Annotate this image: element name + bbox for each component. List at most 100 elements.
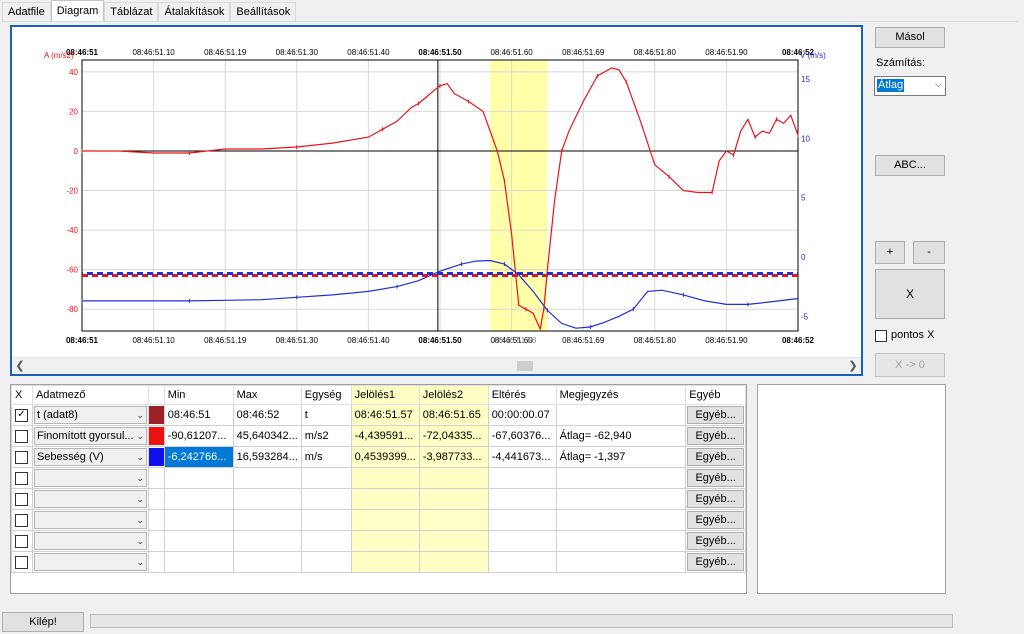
x-button[interactable]: X <box>875 269 945 319</box>
color-swatch[interactable] <box>149 469 163 487</box>
cell-mark1[interactable] <box>350 509 420 531</box>
row-checkbox[interactable] <box>15 429 28 443</box>
col-header-egyseg[interactable]: Egység <box>300 385 352 405</box>
cell-mark1[interactable] <box>350 488 420 510</box>
cell-other[interactable]: Egyéb... <box>685 530 746 552</box>
table-row[interactable]: ⌄ Egyéb... <box>11 530 746 552</box>
cell-min[interactable] <box>163 530 234 552</box>
row-checkbox[interactable] <box>15 492 28 506</box>
row-checkbox[interactable] <box>15 450 28 464</box>
col-header-elteres[interactable]: Eltérés <box>487 385 557 405</box>
tab-atalakitasok[interactable]: Átalakítások <box>158 2 231 22</box>
row-checkbox-cell[interactable] <box>11 446 33 468</box>
pontos-x-checkbox[interactable] <box>875 330 887 342</box>
cell-min[interactable]: -90,61207... <box>163 425 234 447</box>
data-grid[interactable]: X Adatmező Min Max Egység Jelölés1 Jelöl… <box>10 384 747 594</box>
field-select[interactable]: t (adat8) ⌄ <box>33 406 147 424</box>
cell-mark2[interactable] <box>418 509 489 531</box>
field-select[interactable]: Finomított gyorsul... ⌄ <box>33 427 147 445</box>
cell-diff[interactable] <box>487 467 557 489</box>
cell-max[interactable]: 45,640342... <box>232 425 302 447</box>
cell-mark2[interactable]: 08:46:51.65 <box>418 404 489 426</box>
tab-tablazat[interactable]: Táblázat <box>104 2 159 22</box>
cell-mark1[interactable] <box>350 530 420 552</box>
field-select-cell[interactable]: ⌄ <box>31 509 149 531</box>
row-checkbox-cell[interactable] <box>11 509 33 531</box>
table-row[interactable]: ⌄ Egyéb... <box>11 509 746 531</box>
cell-unit[interactable] <box>300 551 352 573</box>
row-checkbox[interactable]: ✓ <box>15 408 28 422</box>
color-swatch-cell[interactable] <box>147 404 165 426</box>
cell-min[interactable] <box>163 551 234 573</box>
field-select-cell[interactable]: ⌄ <box>31 467 149 489</box>
cell-other[interactable]: Egyéb... <box>685 509 746 531</box>
field-select[interactable]: ⌄ <box>33 469 147 487</box>
other-button[interactable]: Egyéb... <box>687 511 744 529</box>
row-checkbox-cell[interactable] <box>11 467 33 489</box>
color-swatch[interactable] <box>149 490 163 508</box>
cell-diff[interactable] <box>487 551 557 573</box>
table-row[interactable]: ⌄ Egyéb... <box>11 467 746 489</box>
cell-note[interactable]: Átlag= -62,940 <box>555 425 687 447</box>
color-swatch-cell[interactable] <box>147 446 165 468</box>
cell-mark2[interactable]: -3,987733... <box>418 446 489 468</box>
col-header-x[interactable]: X <box>11 385 33 405</box>
cell-mark1[interactable] <box>350 467 420 489</box>
cell-unit[interactable]: t <box>300 404 352 426</box>
cell-diff[interactable]: -67,60376... <box>487 425 557 447</box>
other-button[interactable]: Egyéb... <box>687 553 744 571</box>
cell-note[interactable] <box>555 404 687 426</box>
cell-max[interactable]: 08:46:52 <box>232 404 302 426</box>
cell-other[interactable]: Egyéb... <box>685 551 746 573</box>
col-header-color[interactable] <box>147 385 165 405</box>
cell-mark2[interactable]: -72,04335... <box>418 425 489 447</box>
col-header-jeloles2[interactable]: Jelölés2 <box>418 385 489 405</box>
cell-mark1[interactable]: -4,439591... <box>350 425 420 447</box>
tab-diagram[interactable]: Diagram <box>50 0 105 22</box>
cell-note[interactable] <box>555 509 687 531</box>
col-header-min[interactable]: Min <box>163 385 234 405</box>
cell-diff[interactable]: 00:00:00.07 <box>487 404 557 426</box>
color-swatch[interactable] <box>149 532 163 550</box>
chart-horizontal-scrollbar[interactable]: ❮ ❯ <box>12 357 861 374</box>
field-select-cell[interactable]: Finomított gyorsul... ⌄ <box>31 425 149 447</box>
field-select[interactable]: ⌄ <box>33 532 147 550</box>
cell-diff[interactable] <box>487 488 557 510</box>
cell-other[interactable]: Egyéb... <box>685 488 746 510</box>
col-header-egyeb[interactable]: Egyéb <box>685 385 746 405</box>
cell-mark2[interactable] <box>418 551 489 573</box>
cell-other[interactable]: Egyéb... <box>685 425 746 447</box>
field-select[interactable]: ⌄ <box>33 553 147 571</box>
cell-other[interactable]: Egyéb... <box>685 404 746 426</box>
field-select-cell[interactable]: t (adat8) ⌄ <box>31 404 149 426</box>
cell-mark1[interactable]: 0,4539399... <box>350 446 420 468</box>
cell-max[interactable] <box>232 551 302 573</box>
tab-adatfile[interactable]: Adatfile <box>2 2 51 22</box>
cell-diff[interactable] <box>487 530 557 552</box>
other-button[interactable]: Egyéb... <box>687 448 744 466</box>
row-checkbox-cell[interactable] <box>11 551 33 573</box>
exit-button[interactable]: Kilép! <box>2 612 84 632</box>
cell-unit[interactable] <box>300 488 352 510</box>
cell-max[interactable] <box>232 467 302 489</box>
cell-other[interactable]: Egyéb... <box>685 467 746 489</box>
cell-min[interactable]: -6,242766... <box>163 446 234 468</box>
other-button[interactable]: Egyéb... <box>687 469 744 487</box>
cell-unit[interactable]: m/s2 <box>300 425 352 447</box>
cell-note[interactable] <box>555 530 687 552</box>
cell-max[interactable] <box>232 530 302 552</box>
cell-unit[interactable]: m/s <box>300 446 352 468</box>
scroll-left-icon[interactable]: ❮ <box>15 360 25 372</box>
row-checkbox[interactable] <box>15 513 28 527</box>
other-button[interactable]: Egyéb... <box>687 427 744 445</box>
cell-max[interactable] <box>232 509 302 531</box>
color-swatch-cell[interactable] <box>147 425 165 447</box>
cell-unit[interactable] <box>300 509 352 531</box>
cell-min[interactable] <box>163 509 234 531</box>
field-select-cell[interactable]: ⌄ <box>31 551 149 573</box>
tab-beallitasok[interactable]: Beállítások <box>230 2 297 22</box>
cell-unit[interactable] <box>300 530 352 552</box>
copy-button[interactable]: Másol <box>875 27 945 48</box>
color-swatch-cell[interactable] <box>147 467 165 489</box>
table-row[interactable]: ✓ t (adat8) ⌄ 08:46:51 08:46:52 t 08:46:51.57 0… <box>11 404 746 426</box>
